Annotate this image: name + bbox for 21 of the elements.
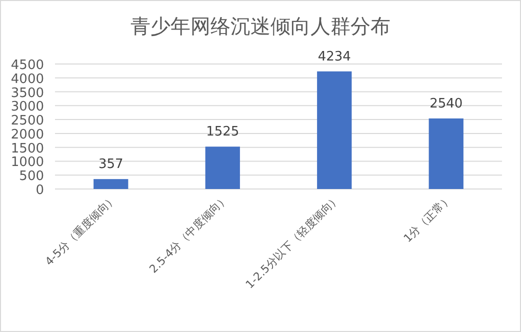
x-tick-label: 1分（正常）	[401, 192, 454, 245]
bar	[94, 179, 128, 189]
y-tick-label: 3500	[10, 86, 44, 101]
y-tick-label: 4000	[10, 72, 44, 87]
y-tick-label: 0	[36, 183, 44, 198]
bar	[317, 71, 352, 189]
data-label: 2540	[430, 96, 463, 112]
y-tick-label: 500	[19, 169, 44, 184]
y-tick-label: 2000	[10, 127, 44, 142]
data-label: 357	[98, 157, 124, 172]
y-tick-label: 2500	[10, 114, 44, 129]
bar	[428, 118, 464, 189]
y-tick-label: 3000	[10, 100, 44, 115]
data-label: 4234	[318, 49, 351, 64]
bar	[205, 146, 240, 189]
y-tick-label: 1500	[10, 141, 44, 156]
data-label: 1525	[206, 124, 240, 140]
y-tick-label: 4500	[10, 58, 44, 73]
x-tick-label: 4-5分（重度倾向）	[42, 192, 119, 268]
chart-title: 青少年网络沉迷倾向人群分布	[130, 14, 390, 38]
y-tick-label: 1000	[10, 155, 44, 170]
